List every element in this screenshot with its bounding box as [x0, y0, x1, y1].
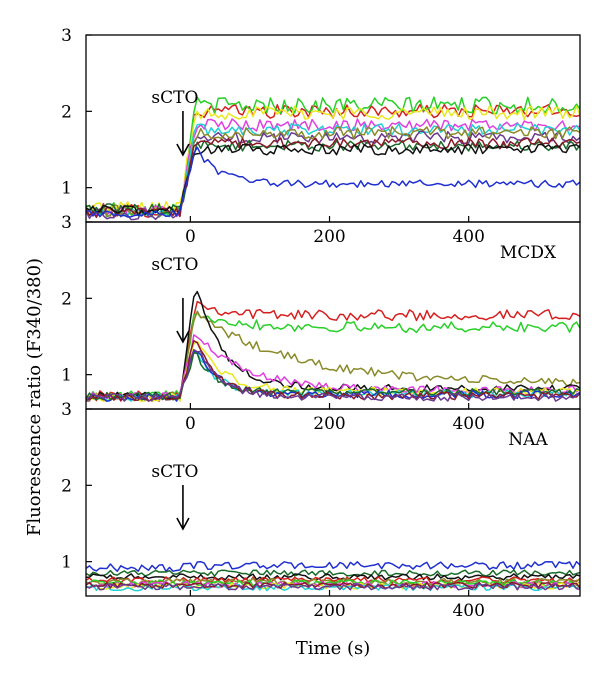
trace-5 — [85, 577, 581, 586]
trace-5 — [85, 122, 581, 218]
panels-group: 1 2 3 0 200 400 sCTO 1 2 3 0 200 400 MCDX sCTO 1 2 3 0 200 4… — [61, 26, 581, 621]
y-tick-label: 2 — [61, 102, 72, 122]
trace-10 — [85, 143, 581, 216]
y-tick-label: 1 — [61, 553, 72, 573]
trace-8 — [85, 139, 581, 215]
y-tick-label: 2 — [61, 476, 72, 496]
panel-label: MCDX — [500, 243, 557, 263]
stimulus-arrow-head — [176, 517, 190, 531]
trace-3 — [85, 105, 581, 215]
stimulus-label: sCTO — [151, 255, 198, 275]
panel-3: 1 2 3 0 200 400 NAA sCTO — [61, 400, 581, 621]
x-tick-label: 0 — [185, 601, 196, 621]
x-axis-title: Time (s) — [296, 638, 371, 659]
panel-1: 1 2 3 0 200 400 sCTO — [61, 26, 581, 247]
x-tick-label: 200 — [313, 601, 345, 621]
y-tick-label: 2 — [61, 289, 72, 309]
x-tick-label: 400 — [452, 227, 484, 247]
x-tick-label: 400 — [452, 601, 484, 621]
x-tick-label: 200 — [313, 227, 345, 247]
y-tick-label: 1 — [61, 366, 72, 386]
trace-11 — [85, 146, 581, 218]
stimulus-arrow-head — [176, 143, 190, 157]
trace-2 — [85, 569, 581, 577]
x-tick-label: 0 — [185, 227, 196, 247]
trace-11 — [85, 583, 581, 591]
y-tick-label: 3 — [61, 400, 72, 420]
y-axis-title: Fluorescence ratio (F340/380) — [24, 258, 45, 536]
y-tick-label: 3 — [61, 26, 72, 46]
stimulus-label: sCTO — [151, 88, 198, 108]
panel-2: 1 2 3 0 200 400 MCDX sCTO — [61, 213, 581, 434]
stimulus-label: sCTO — [151, 462, 198, 482]
x-tick-label: 0 — [185, 414, 196, 434]
trace-2 — [85, 96, 581, 218]
trace-9 — [85, 137, 581, 219]
trace-1 — [85, 560, 581, 573]
stimulus-arrow-head — [176, 330, 190, 344]
trace-10 — [85, 340, 581, 402]
trace-9 — [85, 351, 581, 401]
panel-label: NAA — [508, 430, 548, 450]
plot-frame — [85, 408, 581, 597]
y-tick-label: 1 — [61, 179, 72, 199]
trace-11 — [85, 348, 581, 402]
y-tick-label: 3 — [61, 213, 72, 233]
trace-1 — [85, 103, 581, 218]
x-tick-label: 400 — [452, 414, 484, 434]
x-tick-label: 200 — [313, 414, 345, 434]
trace-4 — [85, 290, 581, 401]
